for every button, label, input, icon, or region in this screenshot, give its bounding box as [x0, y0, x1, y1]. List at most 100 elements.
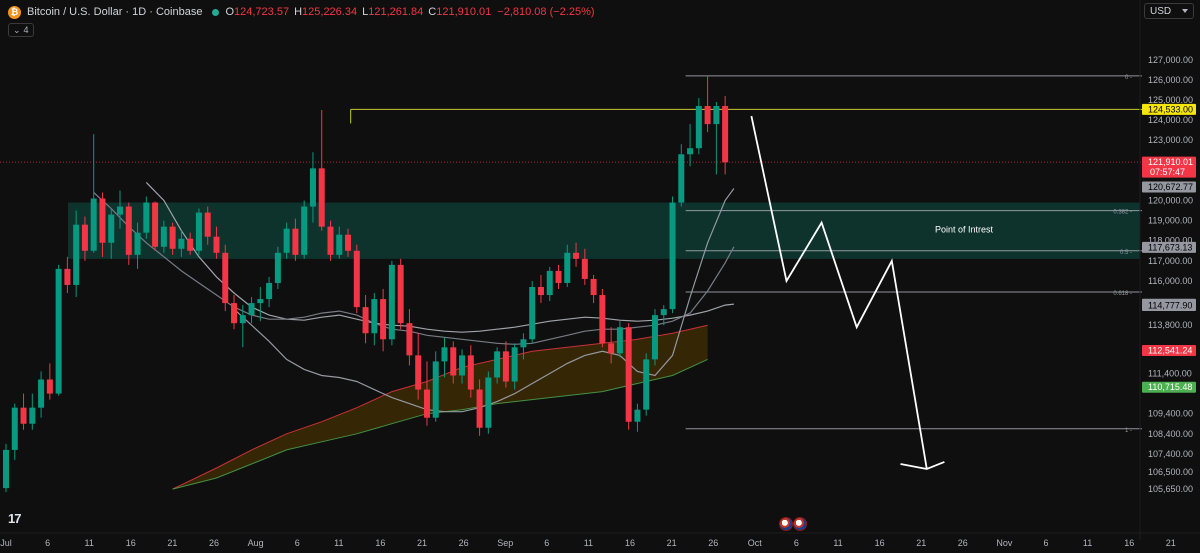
candle-body[interactable] — [380, 299, 387, 340]
candle-body[interactable] — [564, 252, 571, 283]
symbol-title[interactable]: Bitcoin / U.S. Dollar · 1D · Coinbase — [27, 6, 203, 18]
candle-body[interactable] — [152, 202, 159, 247]
candle-body[interactable] — [266, 282, 273, 300]
candle-body[interactable] — [81, 224, 88, 251]
candle-body[interactable] — [467, 355, 474, 390]
candle-body[interactable] — [625, 327, 632, 422]
candle-body[interactable] — [441, 347, 448, 362]
candle-body[interactable] — [651, 315, 658, 360]
candle-body[interactable] — [257, 299, 264, 304]
candle-body[interactable] — [108, 214, 115, 243]
candle-body[interactable] — [301, 206, 308, 255]
candle-body[interactable] — [90, 198, 97, 251]
candle-body[interactable] — [353, 250, 360, 308]
candle-body[interactable] — [555, 270, 562, 283]
candle-body[interactable] — [274, 252, 281, 283]
candle-body[interactable] — [248, 303, 255, 316]
candle-body[interactable] — [11, 407, 18, 450]
candle-body[interactable] — [143, 202, 150, 233]
candle-body[interactable] — [397, 264, 404, 324]
candle-body[interactable] — [3, 449, 9, 489]
candle-body[interactable] — [117, 206, 124, 215]
candle-body[interactable] — [204, 212, 211, 237]
currency-select[interactable]: USD — [1144, 3, 1194, 19]
candle-body[interactable] — [608, 343, 615, 354]
candle-body[interactable] — [222, 252, 229, 304]
price-tag[interactable] — [1142, 381, 1196, 393]
candle-body[interactable] — [713, 106, 720, 125]
candle-body[interactable] — [581, 258, 588, 279]
moving-average-slow[interactable] — [145, 181, 734, 333]
price-tag[interactable] — [1142, 300, 1196, 312]
candle-body[interactable] — [590, 278, 597, 296]
candle-body[interactable] — [345, 234, 352, 251]
candle-body[interactable] — [73, 224, 80, 285]
candle-body[interactable] — [573, 252, 580, 259]
candle-body[interactable] — [362, 307, 369, 334]
candle-body[interactable] — [520, 339, 527, 348]
chevron-down-icon: ⌄ — [13, 24, 21, 35]
candle-body[interactable] — [125, 206, 132, 255]
candle-body[interactable] — [318, 168, 325, 227]
candle-body[interactable] — [283, 228, 290, 253]
candle-body[interactable] — [643, 359, 650, 410]
indicators-toggle[interactable]: ⌄ 4 — [8, 23, 34, 37]
candle-body[interactable] — [213, 236, 220, 253]
price-tag[interactable] — [1142, 345, 1196, 357]
candle-body[interactable] — [388, 264, 395, 340]
price-tag[interactable] — [1142, 103, 1196, 115]
us-event-flag-icon[interactable] — [793, 517, 807, 531]
candle-body[interactable] — [239, 315, 246, 324]
candle-body[interactable] — [722, 106, 729, 163]
candle-body[interactable] — [99, 198, 106, 243]
candle-body[interactable] — [704, 106, 711, 125]
candle-body[interactable] — [371, 299, 378, 334]
candle-body[interactable] — [309, 168, 316, 207]
point-of-interest-zone[interactable] — [68, 202, 1140, 259]
candle-body[interactable] — [502, 351, 509, 382]
candle-body[interactable] — [634, 409, 641, 422]
candle-body[interactable] — [336, 234, 343, 255]
candle-body[interactable] — [195, 212, 202, 251]
candle-body[interactable] — [20, 407, 27, 424]
candle-body[interactable] — [29, 407, 36, 424]
candle-body[interactable] — [511, 347, 518, 382]
candle-body[interactable] — [64, 268, 71, 285]
candle-body[interactable] — [55, 268, 62, 394]
candle-body[interactable] — [450, 347, 457, 376]
candle-body[interactable] — [187, 238, 194, 251]
candle-body[interactable] — [160, 226, 167, 247]
candle-body[interactable] — [678, 154, 685, 203]
candle-body[interactable] — [178, 238, 185, 249]
candle-body[interactable] — [687, 148, 694, 155]
candle-body[interactable] — [169, 226, 176, 249]
candle-body[interactable] — [616, 327, 623, 354]
candle-body[interactable] — [695, 106, 702, 149]
candle-body[interactable] — [599, 295, 606, 344]
candle-body[interactable] — [432, 361, 439, 418]
candle-body[interactable] — [537, 286, 544, 296]
price-tag[interactable] — [1142, 156, 1196, 178]
candle-body[interactable] — [327, 226, 334, 255]
us-event-flag-icon[interactable] — [779, 517, 793, 531]
candle-body[interactable] — [231, 303, 238, 324]
candle-body[interactable] — [459, 355, 466, 376]
candle-body[interactable] — [406, 323, 413, 356]
candle-body[interactable] — [546, 270, 553, 296]
candle-body[interactable] — [660, 309, 667, 316]
candle-body[interactable] — [415, 355, 422, 390]
price-tag[interactable] — [1142, 181, 1196, 193]
candle-body[interactable] — [423, 389, 430, 418]
candle-body[interactable] — [292, 228, 299, 255]
candle-body[interactable] — [134, 232, 141, 255]
candle-body[interactable] — [485, 377, 492, 428]
candle-body[interactable] — [669, 202, 676, 310]
price-tag[interactable] — [1142, 241, 1196, 253]
candle-body[interactable] — [529, 286, 536, 340]
candle-body[interactable] — [38, 379, 45, 408]
candle-body[interactable] — [476, 389, 483, 428]
candle-body[interactable] — [494, 351, 501, 378]
projection-path[interactable] — [750, 115, 928, 470]
candle-body[interactable] — [46, 379, 53, 394]
